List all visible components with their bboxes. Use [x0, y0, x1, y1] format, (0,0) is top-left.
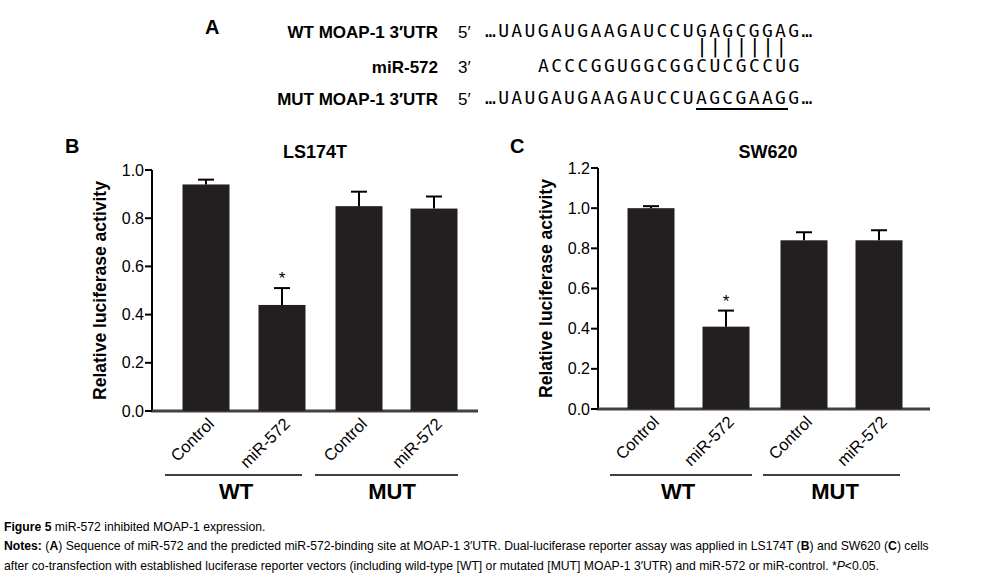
bar: [781, 240, 828, 409]
group-label: WT: [661, 479, 696, 504]
y-tick-label: 0.8: [122, 210, 144, 227]
mir572-prime: 3′: [458, 58, 471, 78]
y-tick-label: 1.0: [122, 162, 144, 179]
mut-utr-name: MUT MOAP-1 3′UTR: [138, 90, 438, 110]
figure-number: Figure 5: [4, 520, 51, 534]
mut-seq-underlined: AGCGAAG: [696, 87, 788, 110]
notes-bold-a: A: [49, 539, 58, 553]
y-tick-label: 0.8: [568, 240, 590, 257]
category-label: miR-572: [388, 414, 445, 471]
notes-bold-c: C: [888, 539, 897, 553]
category-label: miR-572: [833, 412, 890, 469]
chart-title: SW620: [738, 142, 797, 162]
figure-caption: Figure 5 miR-572 inhibited MOAP-1 expres…: [4, 518, 998, 576]
significance-star: *: [279, 269, 286, 288]
y-tick-label: 0.0: [122, 403, 144, 420]
bar: [336, 206, 383, 411]
mut-seq-suffix: G…: [788, 87, 814, 108]
category-label: Control: [320, 414, 370, 464]
base-pairing-bars: |||||||: [696, 36, 788, 56]
bar: [411, 209, 458, 411]
figure-title-text: miR-572 inhibited MOAP-1 expression.: [51, 520, 265, 534]
caption-notes-line-2: after co-transfection with established l…: [4, 557, 998, 576]
chart-title: LS174T: [283, 142, 347, 162]
category-label: miR-572: [680, 412, 737, 469]
bar: [703, 327, 750, 409]
bar: [183, 184, 230, 411]
category-label: Control: [765, 412, 815, 462]
notes-seg-5: after co-transfection with established l…: [4, 559, 837, 573]
y-tick-label: 0.2: [122, 354, 144, 371]
bar: [628, 208, 675, 409]
notes-seg-6: <0.05.: [845, 559, 879, 573]
notes-seg-3: ) and SW620 (: [809, 539, 888, 553]
y-tick-label: 0.0: [568, 401, 590, 418]
significance-star: *: [723, 292, 730, 311]
mir572-name: miR-572: [138, 58, 438, 78]
bar: [856, 240, 903, 409]
y-tick-label: 1.0: [568, 200, 590, 217]
panel-letter: C: [510, 136, 524, 157]
chart-ls174t: B LS174T Relative luciferase activity 0.0 0.…: [58, 136, 484, 508]
panel-letter: B: [65, 136, 79, 157]
mut-utr-sequence: …UAUGAUGAAGAUCCUAGCGAAGG…: [485, 87, 815, 108]
wt-utr-name: WT MOAP-1 3′UTR: [138, 23, 438, 43]
group-label: WT: [219, 479, 254, 504]
notes-seg-2: ) Sequence of miR-572 and the predicted …: [58, 539, 800, 553]
mut-utr-prime: 5′: [458, 90, 471, 110]
chart-sw620: C SW620 Relative luciferase activity 0.0 0.2…: [505, 136, 955, 508]
mut-seq-prefix: …UAUGAUGAAGAUCCU: [485, 87, 696, 108]
mir572-sequence: ACCCGGUGGCGGCUCGCCUG: [538, 55, 802, 76]
y-tick-label: 0.6: [568, 280, 590, 297]
category-label: miR-572: [236, 414, 293, 471]
y-tick-label: 1.2: [568, 160, 590, 177]
figure-page: A WT MOAP-1 3′UTR 5′ …UAUGAUGAAGAUCCUGAG…: [0, 0, 998, 579]
category-label: Control: [612, 412, 662, 462]
caption-notes-line-1: Notes: (A) Sequence of miR-572 and the p…: [4, 537, 998, 556]
group-label: MUT: [811, 479, 859, 504]
y-axis-label: Relative luciferase activity: [90, 181, 110, 400]
wt-utr-prime: 5′: [458, 23, 471, 43]
category-label: Control: [167, 414, 217, 464]
notes-seg-4: ) cells: [897, 539, 929, 553]
caption-title-line: Figure 5 miR-572 inhibited MOAP-1 expres…: [4, 518, 998, 537]
y-tick-label: 0.4: [122, 306, 144, 323]
y-tick-label: 0.6: [122, 258, 144, 275]
y-axis-label: Relative luciferase activity: [536, 179, 556, 398]
group-label: MUT: [368, 479, 416, 504]
notes-label: Notes:: [4, 539, 42, 553]
y-tick-label: 0.4: [568, 320, 590, 337]
bar: [259, 305, 306, 411]
notes-italic-p: P: [837, 559, 845, 573]
y-tick-label: 0.2: [568, 360, 590, 377]
